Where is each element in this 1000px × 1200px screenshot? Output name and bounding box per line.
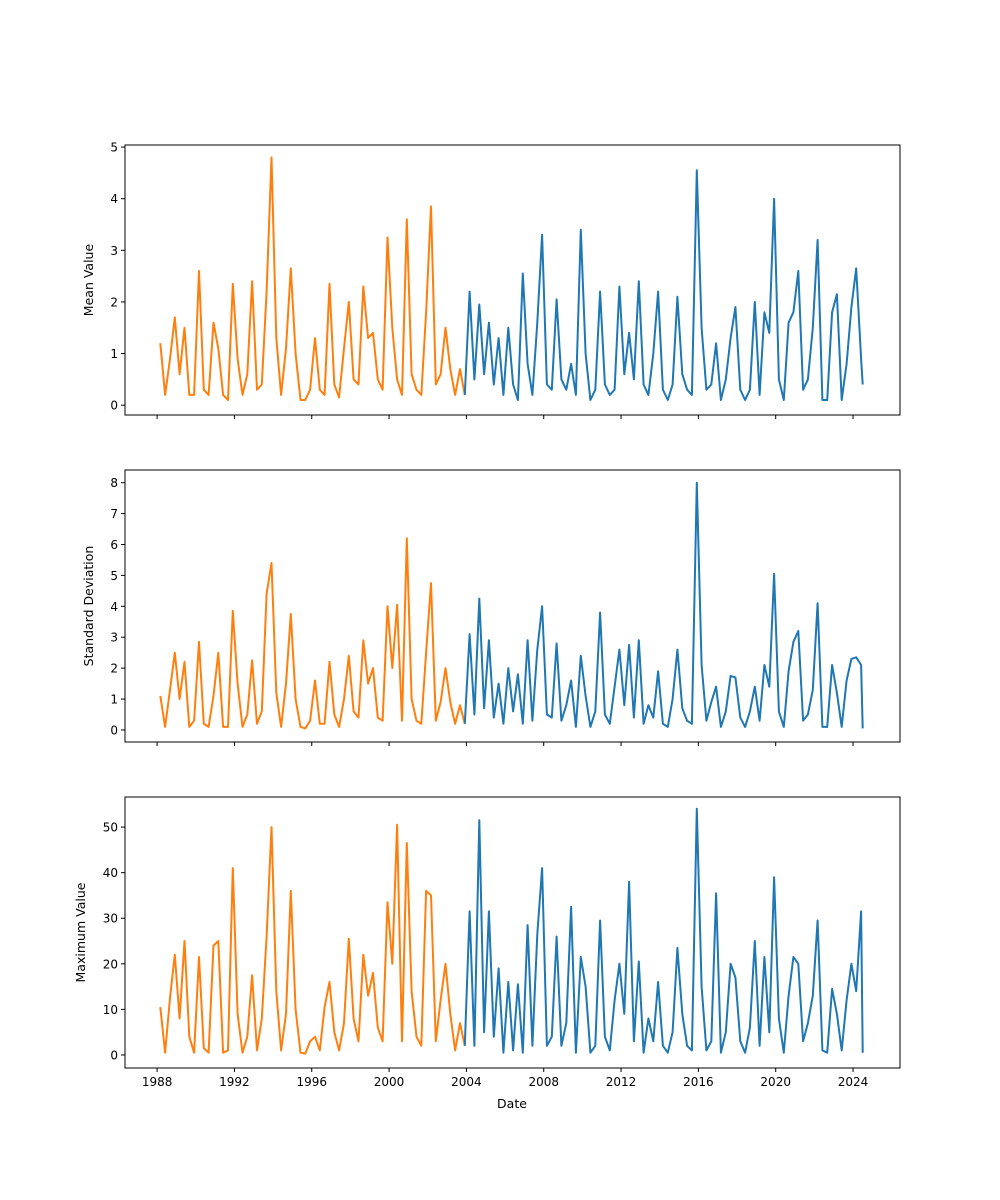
y-tick-label: 3 (110, 631, 118, 645)
y-tick-label: 2 (110, 662, 118, 676)
x-tick-label: 1988 (142, 1075, 173, 1089)
y-tick-label: 2 (110, 295, 118, 309)
subplot-2: 0 1 2 3 4 5 6 7 8 Standard Deviation (81, 469, 901, 746)
y-tick-label: 0 (110, 399, 118, 413)
y-tick-label: 7 (110, 507, 118, 521)
axes-frame (124, 144, 901, 416)
series-line-1 (159, 823, 466, 1055)
series-line-2 (463, 481, 864, 729)
x-tick-label: 2016 (683, 1075, 714, 1089)
y-tick-label: 3 (110, 244, 118, 258)
x-axis-label: Date (497, 1096, 527, 1111)
y-tick-label: 4 (110, 192, 118, 206)
y-tick-label: 30 (103, 912, 118, 926)
y-axis-label: Maximum Value (73, 882, 88, 982)
y-tick-label: 1 (110, 693, 118, 707)
x-tick-label: 2012 (606, 1075, 637, 1089)
series-line-1 (159, 537, 466, 730)
y-axis-label: Standard Deviation (81, 546, 96, 667)
y-tick-label: 20 (103, 957, 118, 971)
axes-frame (124, 796, 901, 1069)
y-tick-label: 4 (110, 600, 118, 614)
y-tick-label: 10 (103, 1003, 118, 1017)
y-tick-label: 8 (110, 476, 118, 490)
y-tick-label: 5 (110, 141, 118, 155)
y-tick-label: 5 (110, 569, 118, 583)
x-tick-label: 2000 (374, 1075, 405, 1089)
subplot-1: 0 1 2 3 4 5 Mean Value (81, 141, 901, 419)
x-tick-label: 2020 (760, 1075, 791, 1089)
y-axis-label: Mean Value (81, 244, 96, 317)
y-tick-label: 0 (110, 1048, 118, 1062)
y-tick-label: 1 (110, 347, 118, 361)
x-tick-label: 2008 (528, 1075, 559, 1089)
series-line-2 (463, 807, 864, 1054)
series-line-1 (159, 156, 466, 401)
y-tick-label: 50 (103, 821, 118, 835)
y-tick-label: 40 (103, 866, 118, 880)
x-tick-label: 2024 (838, 1075, 869, 1089)
x-tick-label: 1996 (296, 1075, 327, 1089)
y-tick-label: 0 (110, 723, 118, 737)
series-line-2 (463, 169, 864, 401)
x-tick-label: 1992 (219, 1075, 250, 1089)
y-tick-label: 6 (110, 538, 118, 552)
x-tick-label: 2004 (451, 1075, 482, 1089)
subplot-3: 0 10 20 30 40 50 1988 1992 1996 2000 2004 2008 2012 2… (73, 796, 901, 1089)
